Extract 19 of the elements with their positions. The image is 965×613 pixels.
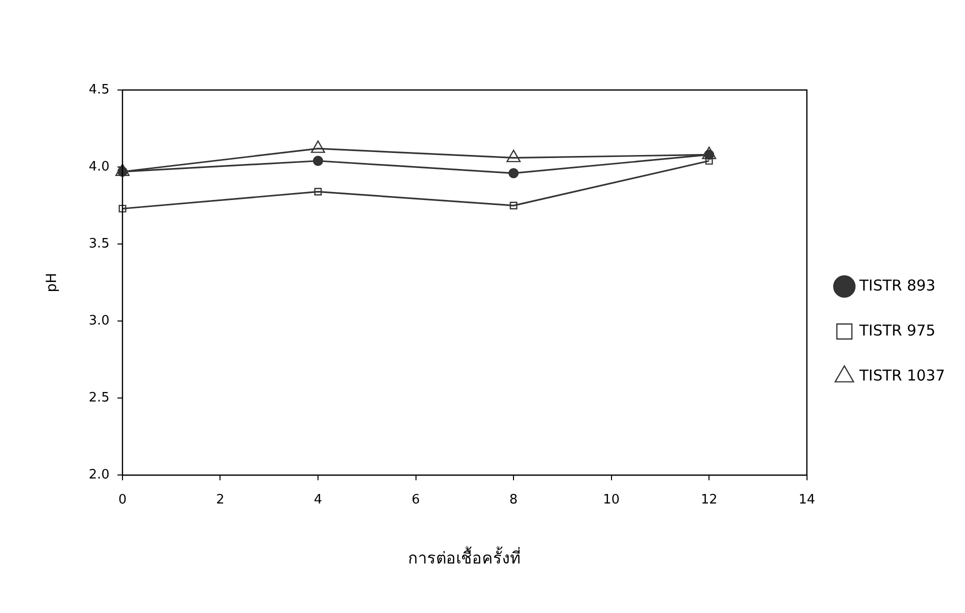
x-tick-label: 0	[118, 492, 127, 508]
x-tick-label: 6	[412, 492, 420, 508]
y-axis-title: pH	[44, 272, 60, 292]
x-tick-label: 10	[603, 492, 620, 508]
x-tick-label: 14	[798, 492, 816, 508]
legend-label: TISTR 975	[858, 321, 936, 340]
y-tick-label: 3.0	[88, 313, 110, 328]
legend-label: TISTR 893	[858, 276, 936, 294]
y-tick-label: 2.0	[88, 468, 110, 483]
x-tick-label: 8	[509, 492, 518, 508]
y-tick-label: 2.5	[88, 390, 110, 406]
x-axis-title: การต่อเชื้อครั้งที่	[408, 546, 522, 568]
y-tick-label: 3.5	[88, 236, 110, 252]
x-tick-label: 4	[314, 492, 322, 508]
legend-label: TISTR 1037	[858, 366, 946, 384]
x-tick-label: 2	[216, 492, 224, 508]
y-tick-label: 4.0	[88, 159, 110, 174]
y-tick-label: 4.5	[88, 82, 110, 98]
x-tick-label: 12	[700, 492, 718, 508]
